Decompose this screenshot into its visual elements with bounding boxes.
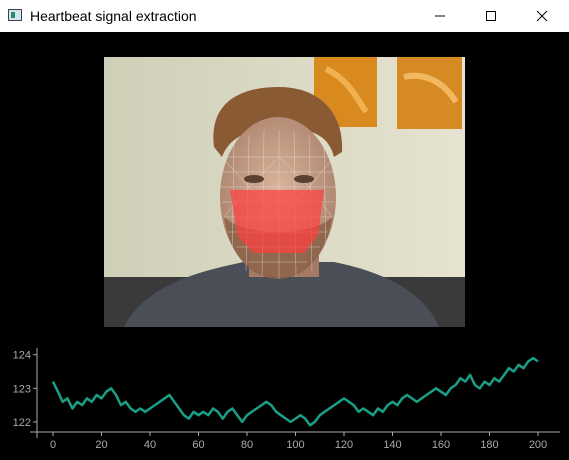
minimize-icon	[435, 15, 445, 17]
y-tick-label: 124	[13, 350, 31, 362]
x-tick-label: 40	[144, 439, 156, 451]
title-bar: Heartbeat signal extraction	[0, 0, 569, 32]
x-tick-label: 200	[529, 439, 547, 451]
main-content: 0 20 40 60 80 100 120 140 160 180 200 122 123 124	[0, 32, 569, 460]
roi-overlay	[230, 190, 324, 253]
x-tick-label: 140	[383, 439, 401, 451]
x-tick-label: 180	[480, 439, 498, 451]
left-eye	[244, 175, 264, 183]
y-tick-label: 123	[13, 383, 31, 395]
close-icon	[536, 10, 548, 22]
webcam-frame	[104, 57, 465, 327]
webcam-view	[104, 57, 465, 327]
x-tick-label: 120	[335, 439, 353, 451]
shirt	[124, 262, 439, 327]
x-tick-label: 20	[95, 439, 107, 451]
x-ticks: 0 20 40 60 80 100 120 140 160 180 200	[50, 432, 547, 451]
signal-plot: 0 20 40 60 80 100 120 140 160 180 200 122 123 124	[13, 348, 560, 451]
x-tick-label: 160	[432, 439, 450, 451]
painting-left-detail	[324, 66, 369, 114]
app-window-icon	[8, 9, 22, 21]
painting-right-detail	[403, 72, 459, 104]
x-tick-label: 0	[50, 439, 56, 451]
y-tick-label: 122	[13, 417, 31, 429]
x-tick-label: 60	[192, 439, 204, 451]
x-tick-label: 100	[286, 439, 304, 451]
y-ticks: 122 123 124	[13, 350, 37, 429]
signal-line	[51, 356, 539, 427]
maximize-icon	[486, 11, 496, 21]
close-button[interactable]	[519, 0, 565, 32]
right-eye	[294, 175, 314, 183]
minimize-button[interactable]	[417, 0, 463, 32]
maximize-button[interactable]	[468, 0, 514, 32]
x-tick-label: 80	[241, 439, 253, 451]
window-title: Heartbeat signal extraction	[30, 8, 197, 24]
